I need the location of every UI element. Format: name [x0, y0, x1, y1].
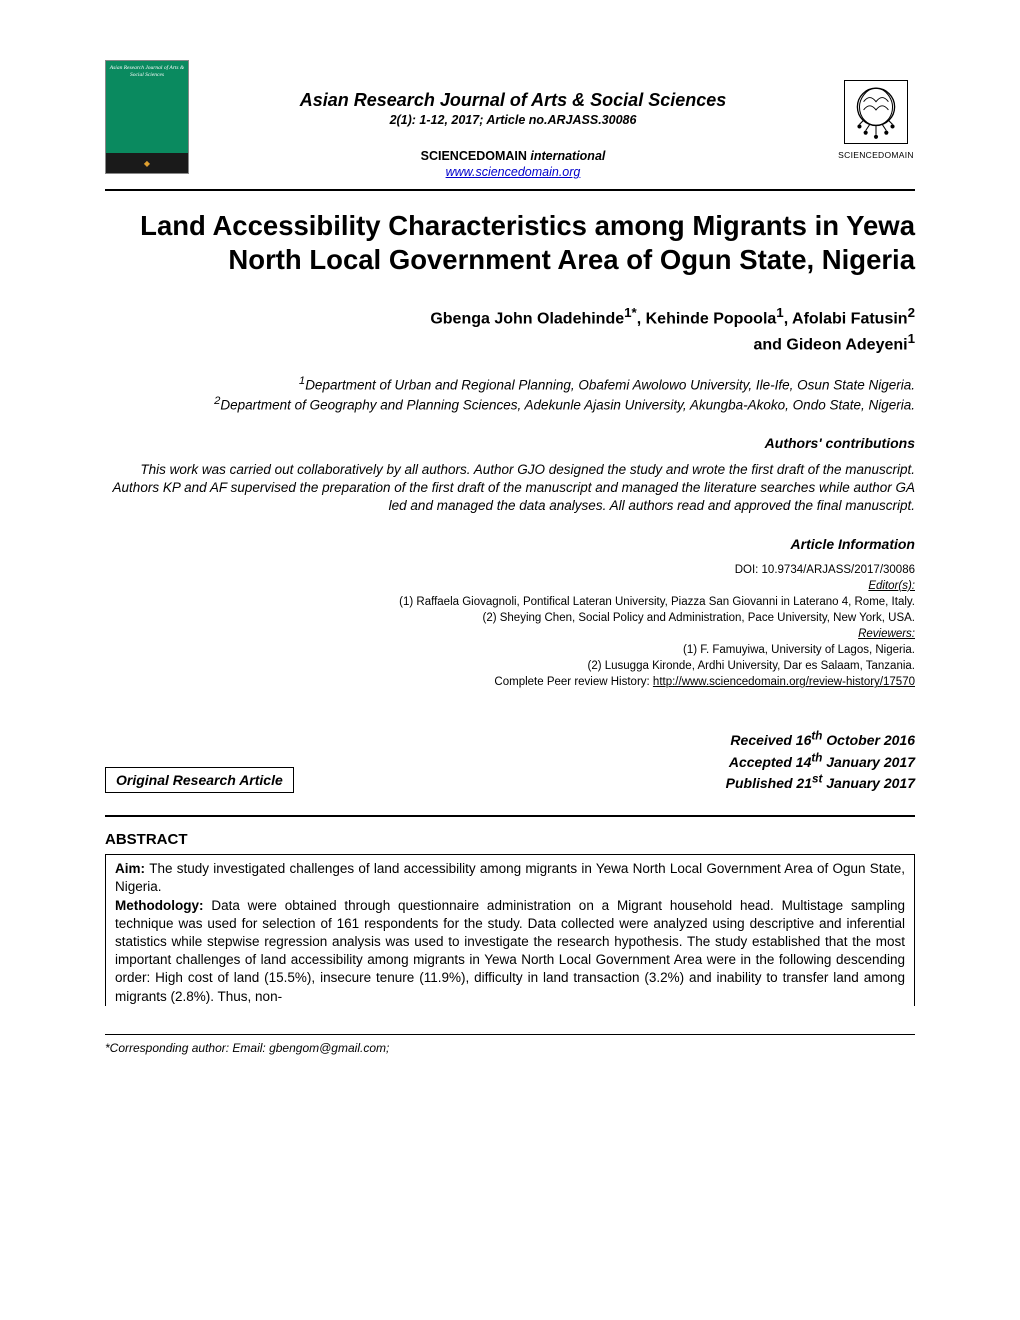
cover-text: Asian Research Journal of Arts & Social … — [106, 61, 188, 82]
author-sep-1: , Kehinde Popoola — [637, 310, 777, 327]
divider-top — [105, 189, 915, 191]
sciencedomain-logo-icon — [844, 80, 908, 144]
article-information-label: Article Information — [105, 536, 915, 552]
dates-row: Original Research Article Received 16th … — [105, 728, 915, 793]
journal-cover-thumbnail: Asian Research Journal of Arts & Social … — [105, 60, 189, 174]
published-date: Published 21st January 2017 — [726, 775, 915, 791]
publisher-logo-box: SCIENCEDOMAIN — [837, 60, 915, 160]
footnote-separator — [105, 1034, 915, 1035]
header-center: Asian Research Journal of Arts & Social … — [189, 60, 837, 181]
author-4: and Gideon Adeyeni — [753, 336, 907, 353]
authors-block: Gbenga John Oladehinde1*, Kehinde Popool… — [105, 304, 915, 356]
author-2-sup: 1 — [776, 305, 783, 320]
header-row: Asian Research Journal of Arts & Social … — [105, 60, 915, 181]
publisher-intl: international — [530, 149, 605, 163]
publication-dates: Received 16th October 2016 Accepted 14th… — [726, 728, 915, 793]
reviewer-1: (1) F. Famuyiwa, University of Lagos, Ni… — [683, 644, 915, 656]
affil-1: Department of Urban and Regional Plannin… — [305, 377, 915, 392]
methodology-text: Data were obtained through questionnaire… — [115, 898, 905, 1004]
affiliations: 1Department of Urban and Regional Planni… — [105, 374, 915, 415]
authors-contributions-text: This work was carried out collaborativel… — [105, 461, 915, 516]
methodology-label: Methodology: — [115, 898, 211, 913]
author-3-sup: 2 — [908, 305, 915, 320]
author-1-sup: 1* — [624, 305, 637, 320]
doi-line: DOI: 10.9734/ARJASS/2017/30086 — [735, 564, 915, 576]
authors-contributions-label: Authors' contributions — [105, 435, 915, 451]
article-information: DOI: 10.9734/ARJASS/2017/30086 Editor(s)… — [105, 562, 915, 691]
publisher-url-link[interactable]: www.sciencedomain.org — [446, 165, 581, 179]
accepted-date: Accepted 14th January 2017 — [729, 754, 915, 770]
divider-dates — [105, 815, 915, 817]
cover-footer-icon: ◆ — [106, 153, 188, 173]
author-1: Gbenga John Oladehinde — [430, 310, 624, 327]
logo-caption: SCIENCEDOMAIN — [837, 150, 915, 160]
author-4-sup: 1 — [908, 331, 915, 346]
page-root: Asian Research Journal of Arts & Social … — [0, 0, 1020, 1095]
publisher-line: SCIENCEDOMAIN international — [189, 149, 837, 163]
affil-2: Department of Geography and Planning Sci… — [220, 398, 915, 413]
review-history-link[interactable]: http://www.sciencedomain.org/review-hist… — [653, 676, 915, 688]
corresponding-author-footnote: *Corresponding author: Email: gbengom@gm… — [105, 1041, 915, 1055]
article-title: Land Accessibility Characteristics among… — [105, 209, 915, 278]
abstract-heading: ABSTRACT — [105, 831, 915, 848]
reviewer-2: (2) Lusugga Kironde, Ardhi University, D… — [588, 660, 916, 672]
publisher-name: SCIENCEDOMAIN — [421, 149, 531, 163]
author-sep-2: , Afolabi Fatusin — [784, 310, 908, 327]
abstract-box: Aim: The study investigated challenges o… — [105, 854, 915, 1006]
aim-label: Aim: — [115, 861, 149, 876]
editors-label: Editor(s): — [868, 580, 915, 592]
received-date: Received 16th October 2016 — [730, 732, 915, 748]
editor-1: (1) Raffaela Giovagnoli, Pontifical Late… — [399, 596, 915, 608]
aim-text: The study investigated challenges of lan… — [115, 861, 905, 894]
article-type-badge: Original Research Article — [105, 767, 294, 793]
editor-2: (2) Sheying Chen, Social Policy and Admi… — [482, 612, 915, 624]
reviewers-label: Reviewers: — [858, 628, 915, 640]
journal-issue: 2(1): 1-12, 2017; Article no.ARJASS.3008… — [189, 113, 837, 127]
journal-name: Asian Research Journal of Arts & Social … — [189, 90, 837, 111]
publisher-url-wrap: www.sciencedomain.org — [189, 163, 837, 181]
history-prefix: Complete Peer review History: — [494, 676, 653, 688]
